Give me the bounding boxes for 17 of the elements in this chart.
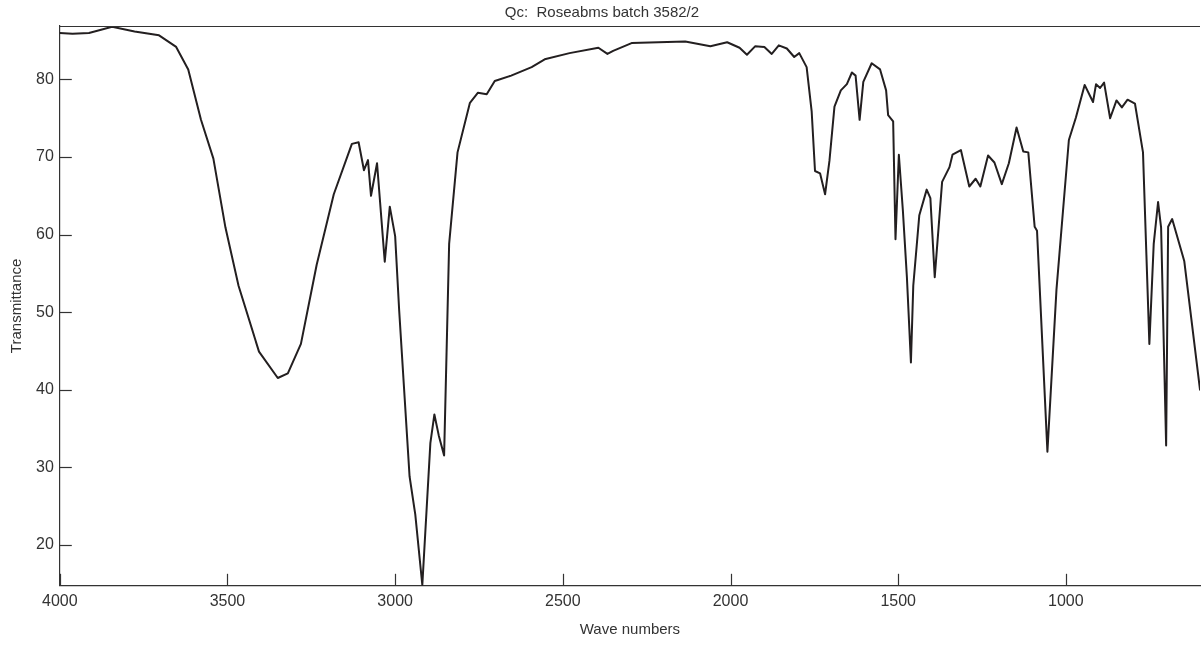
y-tick-label: 20 — [36, 535, 54, 553]
y-tick-label: 60 — [36, 224, 54, 242]
x-tick-label: 2500 — [545, 591, 581, 609]
x-axis-title: Wave numbers — [579, 620, 681, 638]
x-tick-label: 3500 — [209, 591, 246, 609]
y-axis-title: Transmittance — [7, 258, 25, 354]
x-tick-label: 3000 — [377, 591, 414, 609]
chart-title: Qc: Roseabms batch 3582/2 — [504, 3, 700, 21]
x-tick-label: 2000 — [712, 591, 749, 609]
x-tick-label: 1000 — [1048, 591, 1084, 609]
y-tick-label: 70 — [36, 147, 54, 165]
y-tick-label: 30 — [36, 457, 54, 475]
x-tick-label: 4000 — [42, 591, 78, 609]
y-tick-label: 80 — [36, 69, 54, 87]
y-tick-label: 40 — [36, 380, 54, 398]
x-tick-label: 1500 — [880, 591, 917, 609]
y-tick-label: 50 — [36, 302, 54, 320]
